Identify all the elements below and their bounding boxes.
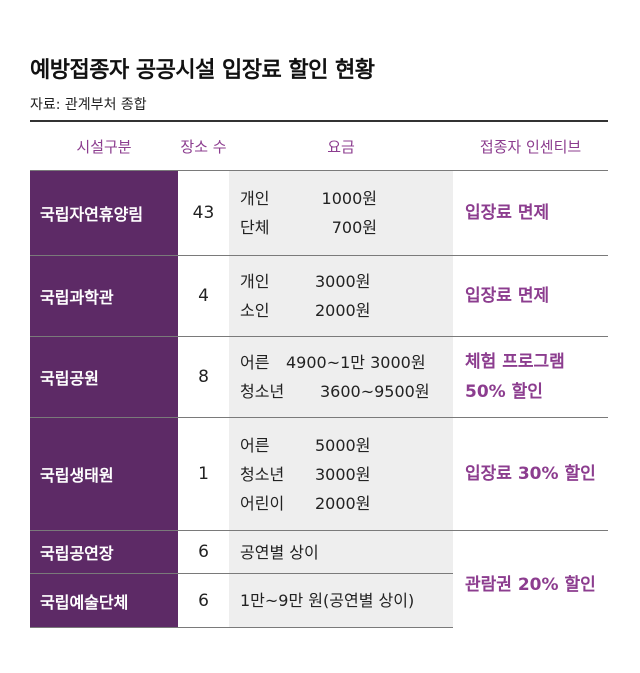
table-row: 국립공연장 6 공연별 상이 xyxy=(30,531,608,574)
fee-cell: 어른 4900~1만 3000원 청소년 3600~9500원 xyxy=(229,337,453,417)
table-row: 국립생태원 1 어른 5000원 청소년 3000원 어린이 2000원 입장료 30… xyxy=(30,418,608,531)
fee-amount: 700원 xyxy=(331,218,377,237)
fee-label: 단체 xyxy=(240,218,270,237)
incentive-cell: 입장료 면제 xyxy=(465,286,550,306)
fee-amount: 1000원 xyxy=(321,189,377,208)
fee-label: 개인 xyxy=(240,272,270,291)
fee-cell: 어른 5000원 청소년 3000원 어린이 2000원 xyxy=(229,418,453,530)
fee-amount: 3000원 xyxy=(315,464,371,484)
table-header: 시설구분 장소 수 요금 접종자 인센티브 xyxy=(30,120,608,171)
fee-text: 공연별 상이 xyxy=(240,542,319,562)
header-facility: 시설구분 xyxy=(30,122,178,170)
discount-table: 시설구분 장소 수 요금 접종자 인센티브 국립자연휴양림 43 개인 1000원… xyxy=(30,120,608,629)
facility-name: 국립공원 xyxy=(30,337,178,417)
fee-amount: 4900~1만 3000원 xyxy=(286,353,426,372)
place-count: 1 xyxy=(198,464,209,484)
facility-name: 국립과학관 xyxy=(30,256,178,336)
header-count: 장소 수 xyxy=(178,122,229,170)
fee-cell: 공연별 상이 xyxy=(229,531,453,573)
place-count: 4 xyxy=(198,286,209,306)
fee-label: 청소년 xyxy=(240,382,285,401)
facility-name: 국립공연장 xyxy=(30,531,178,573)
merged-incentive-cell: 관람권 20% 할인 xyxy=(453,535,608,629)
facility-name: 국립예술단체 xyxy=(30,574,178,627)
facility-name: 국립생태원 xyxy=(30,418,178,530)
incentive-cell: 체험 프로그램 50% 할인 xyxy=(453,337,608,417)
place-count: 6 xyxy=(198,542,209,562)
fee-amount: 2000원 xyxy=(315,301,371,320)
fee-label: 어린이 xyxy=(240,493,285,513)
fee-label: 소인 xyxy=(240,301,270,320)
incentive-line: 체험 프로그램 xyxy=(465,352,565,372)
incentive-cell: 입장료 30% 할인 xyxy=(465,464,596,484)
header-fee: 요금 xyxy=(229,122,453,170)
source-note: 자료: 관계부처 종합 xyxy=(30,97,147,113)
fee-amount: 2000원 xyxy=(315,493,371,513)
facility-name: 국립자연휴양림 xyxy=(30,171,178,255)
fee-label: 개인 xyxy=(240,189,270,208)
fee-label: 어른 xyxy=(240,353,270,372)
page-title: 예방접종자 공공시설 입장료 할인 현황 xyxy=(30,58,375,83)
fee-amount: 3600~9500원 xyxy=(320,382,430,401)
fee-text: 1만~9만 원(공연별 상이) xyxy=(240,591,415,610)
fee-cell: 개인 1000원 단체 700원 xyxy=(229,171,453,255)
place-count: 43 xyxy=(192,203,215,223)
place-count: 8 xyxy=(198,367,209,387)
table-row: 국립공원 8 어른 4900~1만 3000원 청소년 3600~9500원 체험 … xyxy=(30,337,608,418)
table-row: 국립예술단체 6 1만~9만 원(공연별 상이) xyxy=(30,574,608,628)
place-count: 6 xyxy=(198,590,209,611)
table-row: 국립자연휴양림 43 개인 1000원 단체 700원 입장료 면제 xyxy=(30,171,608,256)
fee-amount: 3000원 xyxy=(315,272,371,291)
fee-amount: 5000원 xyxy=(315,435,371,455)
incentive-cell: 입장료 면제 xyxy=(465,203,550,223)
fee-cell: 개인 3000원 소인 2000원 xyxy=(229,256,453,336)
header-incentive: 접종자 인센티브 xyxy=(453,122,608,170)
fee-label: 어른 xyxy=(240,435,270,455)
fee-label: 청소년 xyxy=(240,464,285,484)
fee-cell: 1만~9만 원(공연별 상이) xyxy=(229,574,453,627)
incentive-line: 50% 할인 xyxy=(465,382,543,402)
table-row: 국립과학관 4 개인 3000원 소인 2000원 입장료 면제 xyxy=(30,256,608,337)
